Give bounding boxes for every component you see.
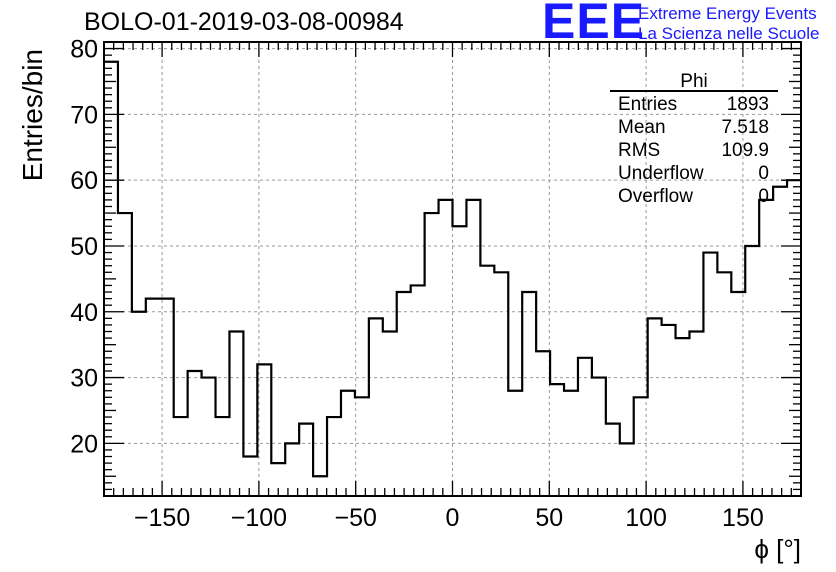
y-tick-label: 50 <box>70 233 98 261</box>
grid-lines <box>104 42 801 496</box>
stats-row-label: RMS <box>618 140 660 161</box>
stats-row-value: 0 <box>758 163 769 184</box>
histogram-outline <box>104 60 801 478</box>
logo-line-2: La Scienza nelle Scuole <box>638 24 820 43</box>
stats-row-label: Overflow <box>618 186 693 207</box>
stats-row-label: Mean <box>618 117 666 138</box>
logo-line-1: Extreme Energy Events <box>638 4 817 23</box>
x-tick-label: −50 <box>334 504 376 532</box>
stats-box: Phi Entries 1893 Mean 7.518 RMS 109.9 Underflo… <box>610 71 778 207</box>
stats-row-value: 0 <box>758 186 769 207</box>
x-tick-label: 100 <box>625 504 667 532</box>
stats-row-value: 1893 <box>727 94 769 115</box>
stats-row-value: 109.9 <box>721 140 769 161</box>
x-tick-label: −150 <box>134 504 190 532</box>
x-axis-label: ϕ [°] <box>754 534 801 564</box>
x-tick-label: 0 <box>446 504 460 532</box>
stats-rows: Entries 1893 Mean 7.518 RMS 109.9 Underflow 0 Ov… <box>618 94 769 207</box>
x-tick-label: 50 <box>535 504 563 532</box>
stats-title: Phi <box>680 71 707 92</box>
y-tick-label: 70 <box>70 101 98 129</box>
tick-labels: −150 −100 −50 0 50 100 150 20 30 40 50 60 70 80 <box>70 36 764 532</box>
y-tick-label: 30 <box>70 365 98 393</box>
run-title: BOLO-01-2019-03-08-00984 <box>84 8 404 36</box>
stats-row-label: Underflow <box>618 163 704 184</box>
eee-logo: EEE <box>542 0 646 49</box>
axis-ticks <box>104 41 801 496</box>
x-tick-label: 150 <box>722 504 764 532</box>
y-tick-label: 60 <box>70 167 98 195</box>
x-tick-label: −100 <box>231 504 287 532</box>
y-tick-label: 40 <box>70 299 98 327</box>
stats-row-value: 7.518 <box>721 117 769 138</box>
y-tick-label: 80 <box>70 36 98 64</box>
y-axis-label: Entries/bin <box>17 49 48 181</box>
y-tick-label: 20 <box>70 430 98 458</box>
stats-row-label: Entries <box>618 94 677 115</box>
